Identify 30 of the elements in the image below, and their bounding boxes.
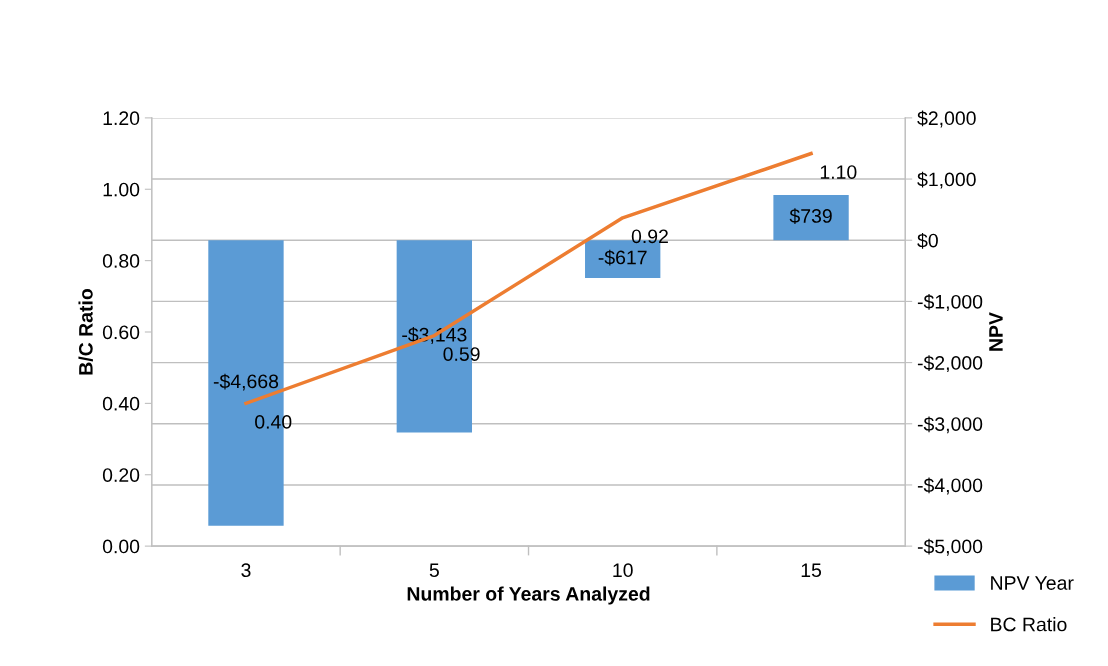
data-label: 1.10: [820, 165, 857, 179]
y2-axis-title: NPV: [989, 312, 1003, 351]
legend-label: BC Ratio: [991, 617, 1067, 632]
y2-tick-label: $0: [917, 232, 938, 249]
y-tick-label: 1.20: [103, 111, 140, 126]
y-tick-label: 0.20: [102, 468, 140, 482]
x-tick-label: 15: [801, 563, 822, 578]
data-label: 0.40: [255, 415, 292, 429]
y2-tick-label: -$1,000: [917, 294, 983, 311]
y2-tick-label: -$3,000: [917, 416, 983, 434]
legend-label: NPV Year: [991, 576, 1074, 590]
y2-tick-label: $2,000: [917, 110, 976, 128]
data-label: 0.92: [631, 229, 668, 244]
x-tick-label: 10: [613, 563, 633, 578]
x-axis-title: Number of Years Analyzed: [407, 586, 650, 605]
x-tick-label: 3: [241, 563, 251, 578]
y-tick-label: 0.40: [102, 396, 140, 411]
y-axis-title: B/C Ratio: [78, 289, 93, 375]
y2-tick-label: $1,000: [917, 171, 976, 189]
y2-tick-label: -$4,000: [917, 477, 983, 495]
y-tick-label: 0.60: [102, 325, 140, 340]
data-label: $739: [789, 208, 832, 225]
y-tick-label: 0.00: [102, 539, 140, 554]
y-tick-label: 1.00: [103, 182, 140, 197]
data-label: -$617: [598, 249, 647, 266]
y2-tick-label: -$2,000: [917, 355, 983, 373]
y2-tick-label: -$5,000: [917, 538, 983, 556]
y-tick-label: 0.80: [102, 254, 140, 268]
data-label: -$4,668: [213, 373, 279, 391]
x-tick-label: 5: [429, 563, 439, 578]
